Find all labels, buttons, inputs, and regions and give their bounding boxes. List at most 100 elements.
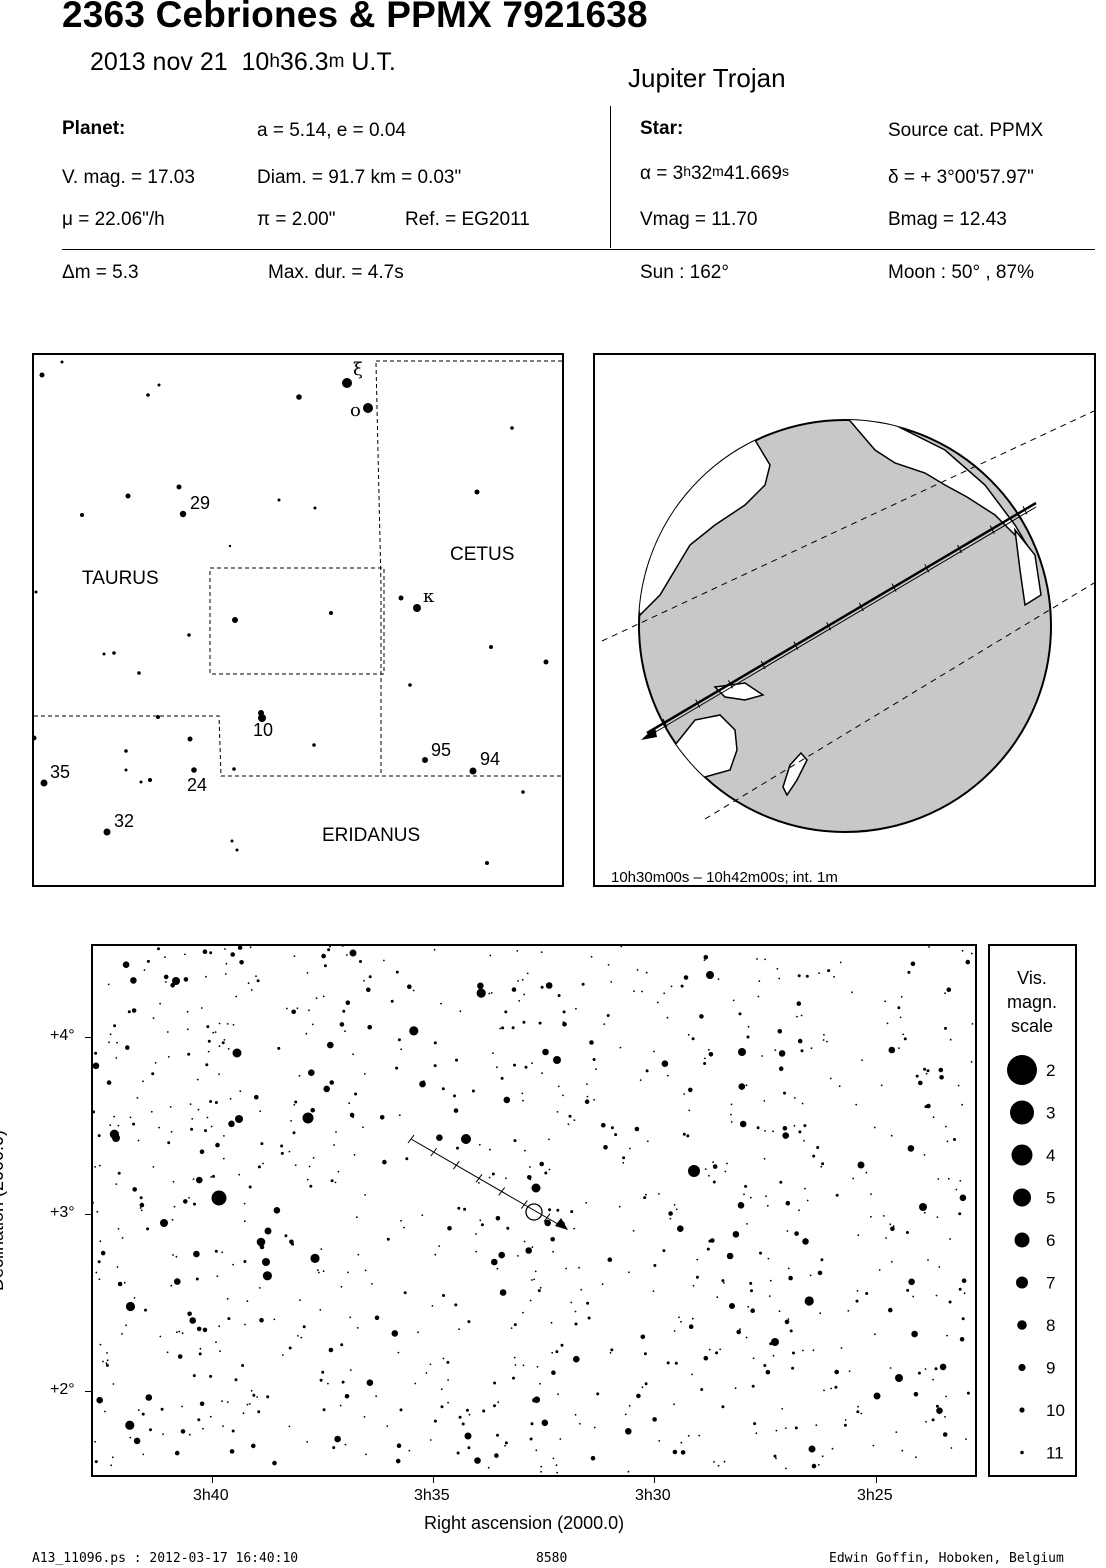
ra-second: 41.669: [723, 163, 782, 184]
field-star: [349, 1316, 352, 1319]
field-star: [146, 959, 150, 963]
ra-minute-unit: m: [712, 163, 724, 179]
scale-dot-8: [1017, 1320, 1027, 1330]
star-label-35: 35: [50, 762, 70, 782]
moon-elongation: Moon : 50° , 87%: [888, 262, 1034, 283]
planet-type: Jupiter Trojan: [628, 63, 786, 93]
field-star: [856, 1410, 860, 1414]
map-star: [139, 780, 143, 784]
field-star: [788, 1275, 793, 1281]
star-chart-svg: [93, 946, 974, 1474]
field-star: [166, 1031, 169, 1033]
field-star: [518, 1000, 521, 1002]
map-star: [469, 767, 477, 775]
field-star: [873, 1126, 876, 1129]
field-star: [928, 946, 930, 948]
continent-new-guinea: [713, 682, 765, 701]
field-star: [395, 970, 399, 974]
field-star: [459, 1010, 462, 1013]
map-star: [34, 590, 38, 594]
field-star: [294, 1100, 298, 1104]
planet-diameter: Diam. = 91.7 km = 0.03": [257, 167, 462, 188]
field-star: [318, 1271, 320, 1274]
field-star: [417, 1331, 419, 1334]
field-star: [946, 987, 952, 992]
field-star: [652, 1417, 657, 1422]
field-star: [221, 1251, 224, 1254]
field-star: [946, 1140, 949, 1143]
field-star: [99, 1343, 102, 1346]
field-star: [219, 1350, 221, 1353]
bright-star: [729, 1303, 735, 1309]
field-star: [580, 1288, 583, 1291]
map-star: [80, 513, 84, 517]
field-star: [538, 1021, 542, 1025]
field-star: [708, 1052, 714, 1057]
field-star: [810, 1047, 813, 1050]
label-eridanus: ERIDANUS: [322, 825, 420, 846]
field-star: [327, 948, 331, 952]
field-star: [117, 1171, 121, 1175]
field-star: [840, 1347, 843, 1349]
field-star: [297, 1335, 299, 1337]
field-star: [802, 1238, 809, 1245]
field-star: [421, 1214, 424, 1217]
field-star: [228, 1120, 235, 1128]
field-star: [499, 1027, 502, 1030]
field-star: [753, 1422, 757, 1426]
field-star: [855, 1103, 858, 1106]
field-star: [726, 1162, 728, 1165]
map-star: [187, 736, 193, 742]
field-star: [226, 1401, 229, 1403]
field-star: [945, 1395, 947, 1398]
field-star: [712, 1164, 718, 1169]
map-star: [124, 768, 128, 772]
track-tick: [430, 1147, 438, 1157]
field-star: [461, 1422, 465, 1426]
field-star: [861, 1059, 863, 1062]
field-star: [540, 985, 544, 989]
field-star: [512, 1376, 515, 1380]
field-star: [362, 1126, 364, 1129]
field-star: [947, 1177, 950, 1180]
field-star: [747, 1305, 750, 1308]
bright-star: [112, 1134, 120, 1142]
field-star: [522, 1364, 525, 1367]
field-star: [708, 1239, 712, 1243]
field-star: [550, 1321, 553, 1324]
field-star: [831, 1447, 834, 1450]
map-star: [408, 683, 412, 687]
field-star: [798, 1209, 800, 1212]
field-star: [610, 981, 613, 983]
field-star: [190, 1127, 194, 1131]
field-star: [174, 1278, 181, 1285]
field-star: [113, 1115, 116, 1118]
field-star: [489, 1148, 491, 1151]
field-star: [589, 1040, 594, 1045]
time-tick: [957, 544, 962, 554]
field-star: [590, 955, 593, 958]
field-star: [115, 1057, 118, 1059]
field-star: [562, 1094, 564, 1097]
field-star: [321, 1370, 325, 1374]
field-star: [550, 1237, 555, 1242]
field-star: [817, 1464, 820, 1466]
field-star: [923, 1154, 926, 1156]
field-star: [865, 1292, 869, 1295]
field-star: [209, 1100, 213, 1103]
map-star: [146, 393, 150, 397]
field-star: [354, 1092, 358, 1096]
field-star: [575, 1007, 577, 1010]
field-star: [556, 1208, 560, 1212]
field-star: [767, 1257, 770, 1260]
field-star: [496, 1433, 499, 1437]
field-star: [243, 1202, 246, 1205]
field-star: [857, 1234, 860, 1237]
field-star: [734, 1387, 737, 1390]
field-star: [478, 1143, 481, 1146]
map-star: [235, 848, 239, 852]
field-star: [106, 1080, 112, 1085]
star-label-omicron: ο: [350, 400, 361, 421]
field-star: [397, 1038, 401, 1042]
ra-tick-340: [212, 1477, 213, 1483]
